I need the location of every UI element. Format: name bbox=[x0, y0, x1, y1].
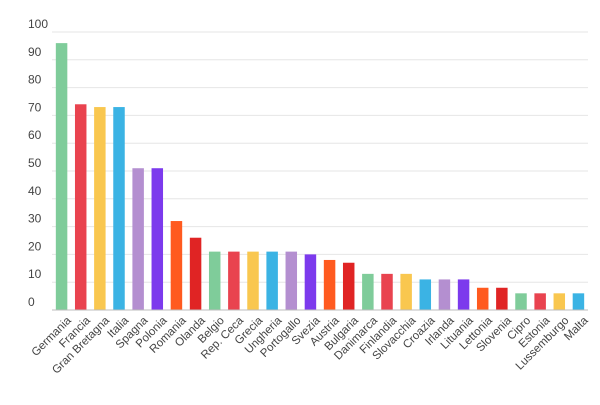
bar-portogallo bbox=[285, 251, 298, 310]
bar-francia bbox=[74, 104, 87, 310]
bar-bulgaria bbox=[342, 262, 355, 310]
bar-belgio bbox=[208, 251, 221, 310]
bar-cipro bbox=[515, 293, 527, 310]
bar-grecia bbox=[247, 251, 259, 310]
bar-slovacchia bbox=[400, 273, 412, 310]
bar-lituania bbox=[457, 279, 470, 310]
bar-olanda bbox=[189, 237, 202, 310]
bar-ungheria bbox=[266, 251, 278, 310]
bar-austria bbox=[323, 259, 336, 310]
bar-gran-bretagna bbox=[94, 107, 106, 310]
y-tick-label-10: 10 bbox=[28, 267, 42, 281]
bar-slovenia bbox=[496, 287, 508, 310]
bar-malta bbox=[572, 293, 585, 310]
y-tick-label-0: 0 bbox=[28, 295, 35, 309]
bar-romania bbox=[170, 221, 183, 310]
y-tick-label-40: 40 bbox=[28, 184, 42, 198]
y-tick-label-80: 80 bbox=[28, 73, 42, 87]
y-tick-label-20: 20 bbox=[28, 239, 42, 253]
y-tick-label-100: 100 bbox=[28, 17, 48, 31]
y-tick-label-90: 90 bbox=[28, 45, 42, 59]
y-tick-label-50: 50 bbox=[28, 156, 42, 170]
bar-irlanda bbox=[438, 279, 451, 310]
bar-lussemburgo bbox=[553, 293, 566, 310]
bar-svezia bbox=[304, 254, 317, 310]
bar-rep-ceca bbox=[228, 251, 240, 310]
bar-italia bbox=[113, 107, 125, 310]
y-tick-label-30: 30 bbox=[28, 212, 42, 226]
bar-polonia bbox=[151, 168, 164, 310]
y-axis-tick-labels: 0 10 20 30 40 50 60 70 80 90 100 bbox=[28, 17, 48, 309]
bar-spagna bbox=[132, 168, 144, 310]
bar-finlandia bbox=[381, 273, 393, 310]
bar-croazia bbox=[419, 279, 432, 310]
bar-lettonia bbox=[476, 287, 489, 310]
bars bbox=[55, 43, 585, 311]
y-tick-label-70: 70 bbox=[28, 100, 42, 114]
bar-germania bbox=[55, 43, 68, 311]
bar-danimarca bbox=[362, 273, 374, 310]
y-tick-label-60: 60 bbox=[28, 128, 42, 142]
bar-estonia bbox=[534, 293, 546, 310]
